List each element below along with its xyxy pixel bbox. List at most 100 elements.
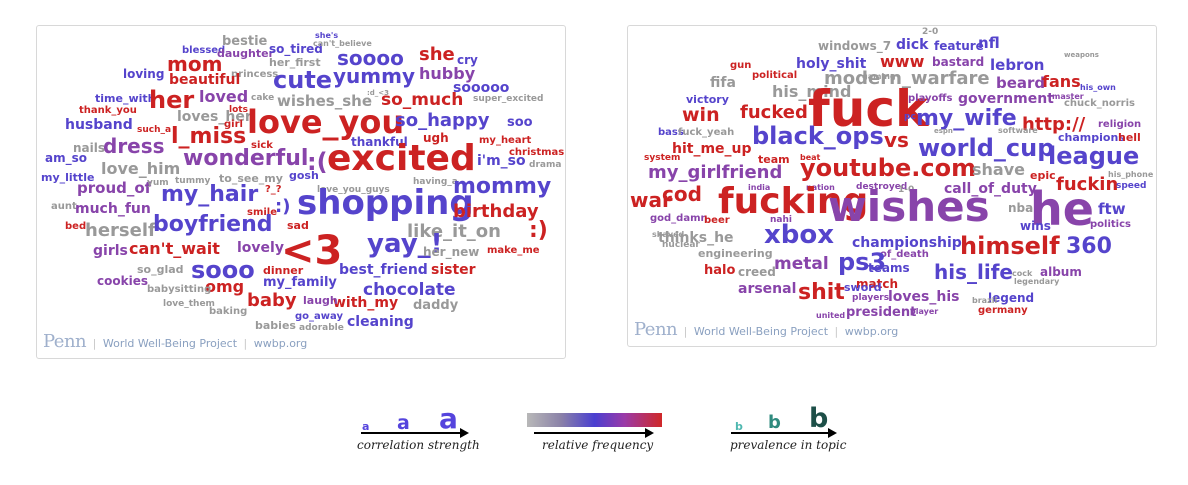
cloud-word: album <box>1040 265 1082 279</box>
cloud-word: ?_? <box>265 184 282 195</box>
cloud-word: l_miss <box>171 124 247 149</box>
cloud-word: sick <box>251 140 273 151</box>
cloud-word: my_heart <box>479 135 532 146</box>
cloud-word: with_my <box>333 295 399 311</box>
cloud-word: war <box>630 188 672 212</box>
cloud-word: bass <box>658 127 684 138</box>
cloud-word: league <box>1048 142 1140 170</box>
cloud-word: lots <box>229 105 248 115</box>
cloud-word: espn <box>934 127 953 135</box>
left-cloud-words: bestie blessed daughter so_tired she's can't_… <box>37 26 565 358</box>
penn-logo: Penn <box>634 319 678 340</box>
cloud-word: champions <box>1058 131 1125 144</box>
cloud-word: i'm_so <box>477 153 526 169</box>
cloud-word: my_girlfriend <box>648 162 783 183</box>
cloud-word: brazil <box>972 296 998 305</box>
cloud-word: hit_me_up <box>672 141 752 157</box>
cloud-word: mommy <box>453 174 552 199</box>
cloud-word: loves_his <box>888 289 960 305</box>
cloud-word: hell <box>1118 131 1141 144</box>
cloud-word: yay_! <box>367 229 443 259</box>
cloud-word: yum <box>147 178 169 188</box>
cloud-word: cleaning <box>347 314 414 330</box>
footer-project-text: World Well-Being Project <box>693 325 829 338</box>
cloud-word: babysitting <box>147 284 212 295</box>
cloud-word: 1-0 <box>898 185 915 195</box>
cloud-word: loved <box>199 87 249 106</box>
cloud-word: nation <box>806 183 835 192</box>
cloud-word: gosh <box>289 169 319 182</box>
cloud-word: call_of_duty <box>944 181 1037 197</box>
cloud-word: president <box>846 305 917 320</box>
cloud-word: smile <box>247 207 278 218</box>
cloud-word: my_wife <box>916 106 1017 131</box>
cloud-word: beer <box>704 215 730 226</box>
cloud-word: http:// <box>1022 114 1086 135</box>
cloud-word: such_a <box>137 125 172 135</box>
cloud-word: best_friend <box>339 262 428 278</box>
cloud-word: :) <box>275 196 291 217</box>
cloud-word: sooooo <box>453 80 510 96</box>
legend-frequency-gradient <box>527 413 662 427</box>
cloud-word: birthday <box>453 201 539 222</box>
cloud-word: lovely <box>237 240 284 256</box>
cloud-word: baking <box>209 306 248 317</box>
cloud-word: love_you <box>247 103 405 141</box>
legend-correlation-caption: correlation strength <box>357 438 480 452</box>
cloud-word: so_much <box>381 90 464 110</box>
cloud-word: so_happy <box>395 110 490 131</box>
cloud-word: nfl <box>978 34 1000 52</box>
cloud-word: world_cup <box>918 134 1055 162</box>
cloud-word: girls <box>93 243 128 259</box>
cloud-word: super_excited <box>473 94 544 104</box>
cloud-word: proud_of <box>77 179 152 197</box>
cloud-word: his_life <box>934 260 1013 284</box>
cloud-word: vs <box>884 128 909 152</box>
cloud-word: chocolate <box>363 280 456 300</box>
cloud-word: germany <box>978 305 1028 316</box>
legend-correlation-arrow <box>361 428 469 438</box>
cloud-word: his_mind <box>772 82 852 101</box>
cloud-word: fucked <box>740 102 808 123</box>
legend-frequency-arrow <box>534 428 654 438</box>
cloud-word: holy_shit <box>796 56 867 72</box>
cloud-word: cod <box>662 182 702 206</box>
cloud-word: his_own <box>1080 83 1116 92</box>
cloud-word: blessed <box>182 45 226 56</box>
cloud-word: daddy <box>413 298 459 313</box>
cloud-word: cock <box>1012 269 1033 278</box>
cloud-word: politics <box>1090 219 1131 230</box>
cloud-word: ugh <box>423 131 449 145</box>
cloud-word: wins <box>1020 219 1051 233</box>
cloud-word: nba <box>1008 201 1034 215</box>
legend-prevalence-glyph-large: b <box>809 403 829 434</box>
cloud-word: chuck_norris <box>1064 98 1135 109</box>
cloud-word: can't_wait <box>129 239 220 258</box>
cloud-word: love_him <box>101 159 181 178</box>
cloud-word: omg <box>205 277 245 296</box>
right-footer: Penn | World Well-Being Project | wwbp.o… <box>634 319 899 340</box>
cloud-word: beat <box>800 153 821 162</box>
cloud-word: shopping <box>297 183 474 223</box>
word-cloud-male: 2-0 nfl windows_7 dick feature bastard weapons… <box>627 25 1157 347</box>
cloud-word: arsenal <box>738 281 797 297</box>
cloud-word: thank_you <box>79 105 137 116</box>
cloud-word: wonderful <box>183 146 309 171</box>
cloud-word: fans <box>1042 72 1081 91</box>
cloud-word: sword <box>844 281 882 294</box>
left-footer: Penn | World Well-Being Project | wwbp.o… <box>43 331 308 352</box>
cloud-word: www <box>880 52 925 71</box>
word-cloud-female: bestie blessed daughter so_tired she's can't_… <box>36 25 566 359</box>
cloud-word: win <box>682 104 720 126</box>
penn-logo: Penn <box>43 331 87 352</box>
right-cloud-words: 2-0 nfl windows_7 dick feature bastard weapons… <box>628 26 1156 346</box>
cloud-word: like_it_on <box>407 221 501 242</box>
cloud-word: united <box>816 311 846 320</box>
cloud-word: bastard <box>932 55 985 69</box>
cloud-word: soooo <box>337 46 404 70</box>
cloud-word: wishes_she <box>277 92 372 110</box>
cloud-word: gaming <box>862 72 896 81</box>
cloud-word: she <box>419 44 455 65</box>
cloud-word: religion <box>1098 119 1142 130</box>
cloud-word: loves_her <box>177 109 252 125</box>
